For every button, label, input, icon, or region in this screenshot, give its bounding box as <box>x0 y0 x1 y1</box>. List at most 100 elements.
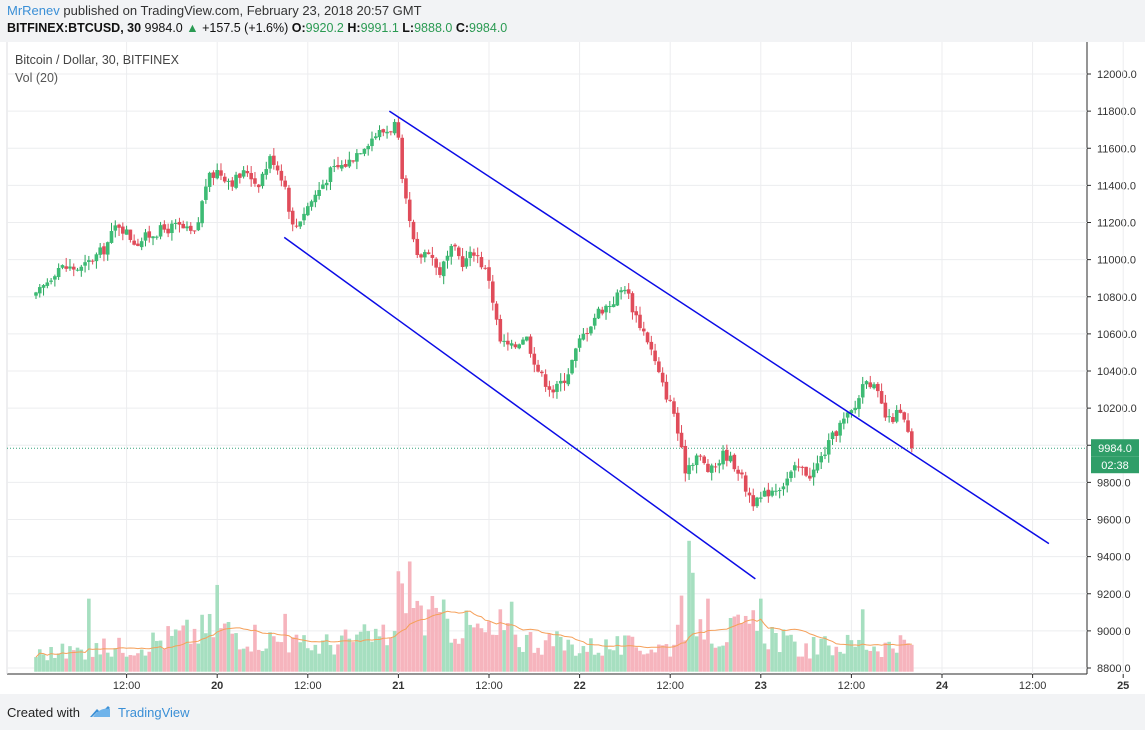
volume-bar <box>759 598 763 672</box>
volume-bar <box>849 640 854 672</box>
candle-body <box>87 260 91 262</box>
volume-bar <box>611 650 616 672</box>
candle-body <box>204 186 208 200</box>
candle-body <box>706 463 710 472</box>
candle-body <box>321 184 325 189</box>
volume-bar <box>725 642 729 672</box>
price-chart[interactable]: 12000.0 11800.0 11600.0 11400.0 11200.0 11000… <box>0 42 1145 694</box>
volume-bar <box>755 630 759 672</box>
volume-bar <box>577 653 582 672</box>
candle-body <box>453 244 457 247</box>
volume-bar <box>532 652 537 672</box>
candle-body <box>611 304 616 308</box>
candle-body <box>755 497 759 507</box>
candle-body <box>623 289 627 292</box>
candle-body <box>94 254 99 262</box>
candle-body <box>789 471 793 479</box>
volume-bar <box>453 638 457 672</box>
volume-bar <box>158 640 163 672</box>
candle-body <box>411 221 416 240</box>
candle-body <box>857 398 861 410</box>
price-tick-label: 9800.0 <box>1097 477 1131 489</box>
close-value: 9984.0 <box>469 21 508 35</box>
author-link[interactable]: MrRenev <box>7 3 60 18</box>
candle-body <box>445 255 450 261</box>
volume-bar <box>521 651 525 672</box>
candle-body <box>547 386 552 390</box>
volume-bar <box>543 640 548 672</box>
volume-bar <box>672 644 676 672</box>
volume-bar <box>891 648 895 672</box>
volume-bar <box>479 628 484 672</box>
volume-bar <box>434 607 438 672</box>
candle-body <box>188 225 193 231</box>
candle-body <box>894 410 899 422</box>
candle-body <box>158 225 163 237</box>
price-tick-label: 10800.0 <box>1097 292 1137 304</box>
candle-body <box>49 280 53 282</box>
volume-bar <box>634 647 639 672</box>
volume-bar <box>747 623 752 672</box>
candle-body <box>521 339 525 345</box>
ohlc-info: BITFINEX:BTCUSD, 30 9984.0 ▲ +157.5 (+1.… <box>7 21 507 35</box>
price-change: +157.5 (+1.6%) <box>202 21 289 35</box>
chart-area[interactable]: 12000.0 11800.0 11600.0 11400.0 11200.0 11000… <box>0 42 1145 694</box>
candle-body <box>441 261 446 277</box>
volume-bar <box>358 631 363 672</box>
volume-bar <box>736 614 740 672</box>
volume-ma-line <box>35 610 912 658</box>
volume-bar <box>309 650 314 672</box>
volume-bar <box>298 642 303 672</box>
volume-bar <box>389 637 393 672</box>
volume-bar <box>188 643 193 672</box>
candle-body <box>868 382 873 388</box>
candle-body <box>732 454 737 470</box>
volume-bar <box>626 635 631 672</box>
volume-bar <box>53 657 57 672</box>
volume-bar <box>902 639 907 672</box>
volume-bar <box>683 640 688 672</box>
candle-body <box>490 281 495 303</box>
volume-bar <box>770 627 774 672</box>
countdown-tag-label: 02:38 <box>1101 460 1129 472</box>
volume-bar <box>804 643 808 672</box>
price-tick-label: 11600.0 <box>1097 143 1136 155</box>
volume-bar <box>230 633 235 672</box>
candle-body <box>373 136 378 139</box>
volume-bar <box>249 651 253 672</box>
time-tick-label: 23 <box>755 680 767 692</box>
time-tick-label: 22 <box>573 680 585 692</box>
candle-body <box>804 466 808 476</box>
candle-body <box>287 187 291 212</box>
candle-body <box>306 206 310 216</box>
volume-bar <box>400 583 404 672</box>
volume-bar <box>566 639 571 672</box>
candle-body <box>906 420 910 432</box>
volume-bar <box>823 636 827 672</box>
candle-body <box>483 267 488 269</box>
volume-bar <box>113 648 118 672</box>
volume-bar <box>351 642 355 672</box>
candle-body <box>90 260 95 262</box>
tradingview-link[interactable]: TradingView <box>118 705 190 720</box>
volume-bar <box>558 636 563 672</box>
volume-bar <box>600 655 605 672</box>
candle-body <box>79 266 84 271</box>
candle-body <box>196 222 201 231</box>
volume-bar <box>90 656 95 672</box>
volume-bar <box>385 645 389 672</box>
price-tick-label: 10200.0 <box>1097 403 1137 415</box>
price-tick-label: 12000.0 <box>1097 69 1137 81</box>
candle-body <box>98 247 102 255</box>
candle-body <box>721 450 725 465</box>
volume-bar <box>630 636 635 672</box>
candle-body <box>139 241 144 248</box>
candle-body <box>589 326 593 334</box>
candle-body <box>630 293 635 313</box>
candle-body <box>634 311 639 316</box>
volume-bar <box>887 641 891 672</box>
candle-body <box>117 224 121 228</box>
candle-body <box>596 308 601 319</box>
candle-body <box>332 165 337 167</box>
candle-body <box>449 245 454 257</box>
